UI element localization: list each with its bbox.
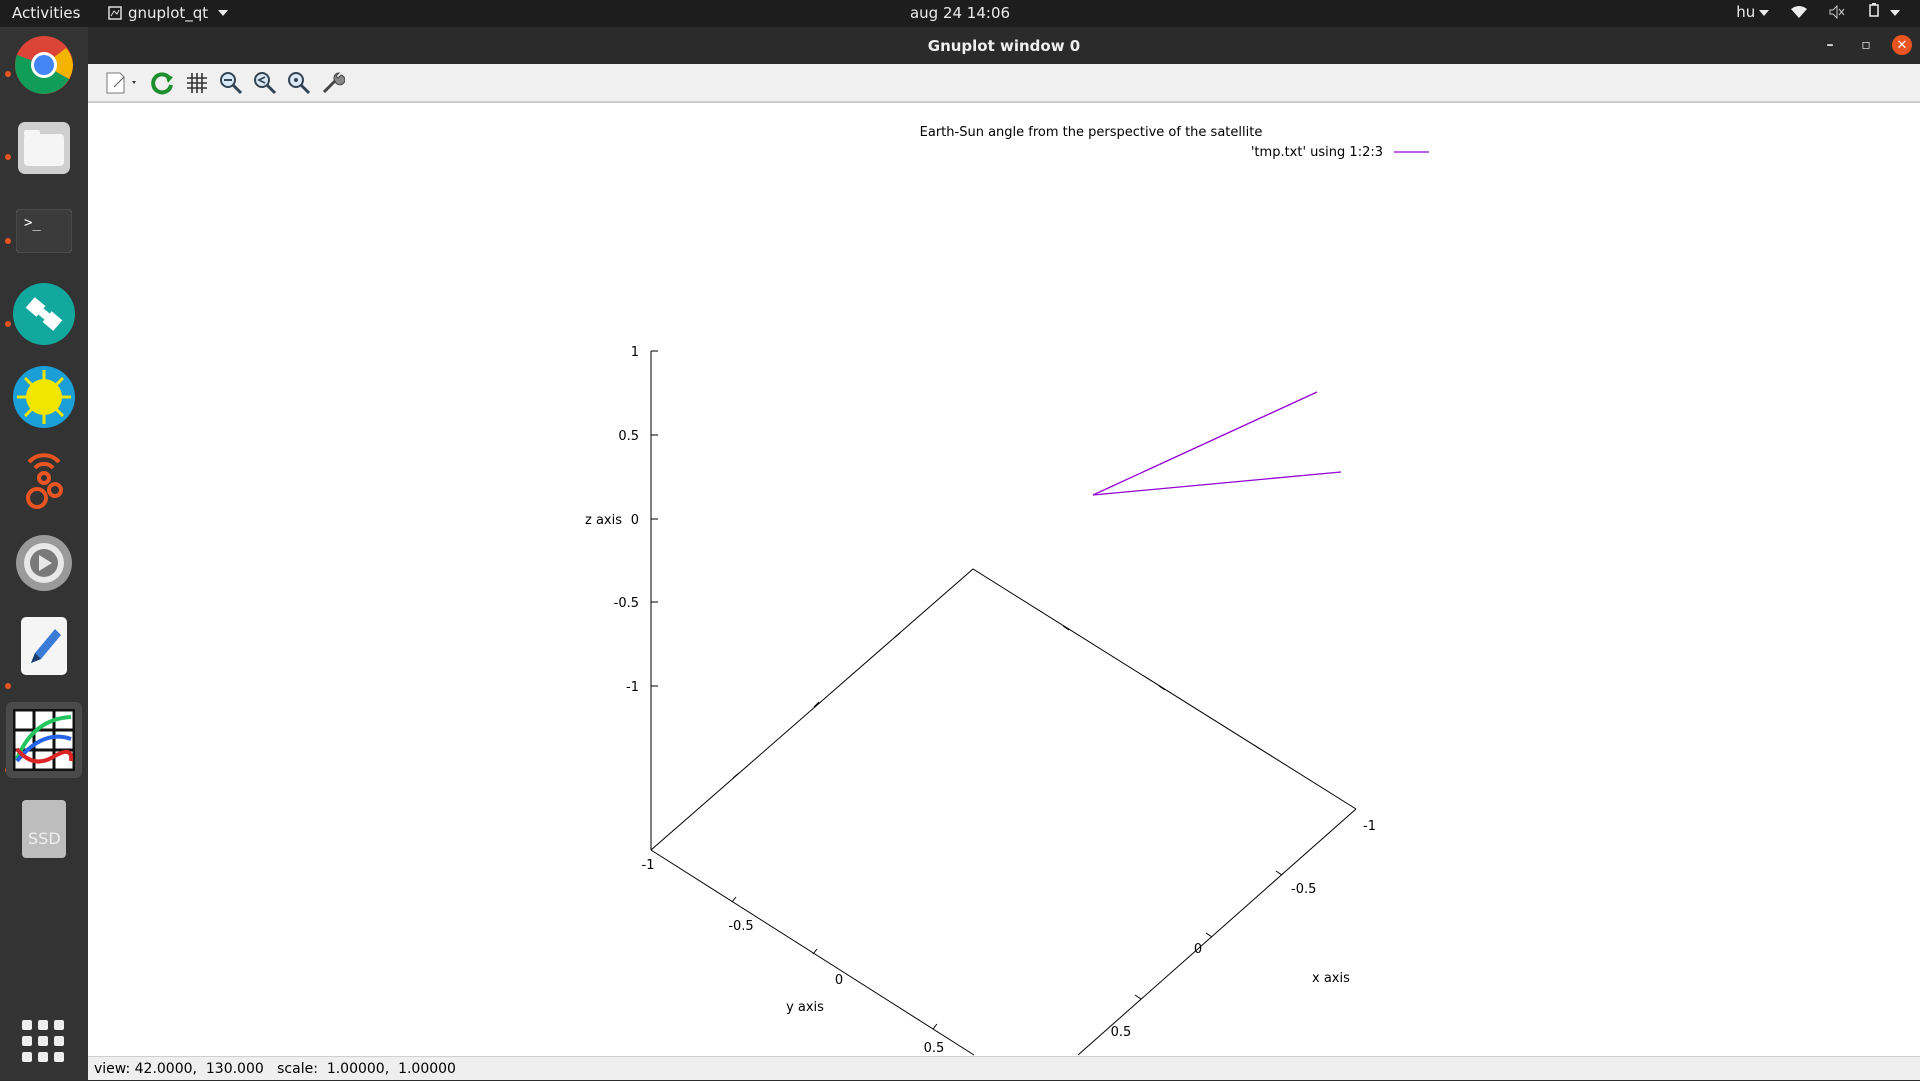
zoom-next-button[interactable] [286, 70, 312, 96]
zoom-next-icon [288, 71, 311, 94]
x-axis-line [1077, 808, 1357, 1056]
running-indicator [5, 683, 11, 689]
top-bar: Activities gnuplot_qt aug 24 14:06 hu [0, 0, 1920, 27]
minimize-button[interactable]: – [1826, 37, 1834, 53]
y-axis-line [650, 849, 975, 1056]
ssd-drive-icon[interactable]: SSD [12, 797, 76, 861]
x-tick-label: -1 [1363, 819, 1376, 834]
zoom-out-button[interactable] [218, 70, 244, 96]
app-menu[interactable]: gnuplot_qt [108, 4, 229, 22]
z-tick-label: -0.5 [614, 596, 639, 611]
plot-svg: Earth-Sun angle from the perspective of … [585, 125, 1429, 1056]
keyboard-layout-indicator[interactable]: hu [1736, 3, 1770, 21]
terminal-icon[interactable]: >_ [12, 199, 76, 263]
running-indicator [5, 71, 11, 77]
maximize-button[interactable]: ▫ [1861, 37, 1871, 53]
z-ticks [651, 350, 658, 687]
chevron-down-icon [1890, 9, 1900, 16]
view-status-text: view: 42.0000, 130.000 scale: 1.00000, 1… [94, 1061, 456, 1077]
settings-wrench-icon [322, 71, 345, 93]
legend-label: 'tmp.txt' using 1:2:3 [1251, 145, 1383, 160]
activities-button[interactable]: Activities [12, 4, 81, 22]
keyboard-layout-label: hu [1736, 3, 1756, 21]
export-button[interactable] [102, 70, 142, 96]
z-tick-label: 0 [631, 513, 639, 528]
settings-button[interactable] [320, 70, 346, 96]
plot-canvas[interactable]: Earth-Sun angle from the perspective of … [88, 102, 1920, 1056]
y-tick-label: 0 [835, 973, 843, 988]
base-plane-ticks [731, 625, 1283, 1030]
text-editor-icon[interactable] [12, 614, 76, 678]
x-tick-label: 0.5 [1111, 1025, 1132, 1040]
x-tick-label: 0 [1194, 942, 1202, 957]
chevron-down-icon [1759, 9, 1770, 16]
chevron-down-icon [218, 10, 229, 16]
system-menu[interactable] [1867, 3, 1900, 21]
grid-button[interactable] [184, 70, 210, 96]
show-applications-button[interactable] [22, 1020, 64, 1062]
dock: >_ SSD [0, 27, 88, 1080]
export-icon [106, 72, 136, 93]
podcast-app-icon[interactable] [12, 448, 76, 512]
window-title: Gnuplot window 0 [927, 37, 1081, 55]
z-tick-label: 1 [631, 345, 639, 360]
app-menu-icon [108, 6, 122, 20]
replot-icon [151, 71, 173, 94]
zoom-prev-icon [254, 71, 277, 94]
z-axis-label: z axis [585, 513, 622, 528]
zoom-prev-button[interactable] [252, 70, 278, 96]
base-plane-back-edges [650, 568, 1357, 851]
clock[interactable]: aug 24 14:06 [909, 4, 1011, 22]
x-axis-label: x axis [1312, 971, 1350, 986]
volume-muted-icon [1829, 5, 1845, 19]
window-titlebar[interactable]: Gnuplot window 0 – ▫ ✕ [88, 27, 1920, 64]
sun-app-icon[interactable] [12, 365, 76, 429]
plot-title: Earth-Sun angle from the perspective of … [920, 125, 1263, 140]
z-tick-label: 0.5 [618, 429, 639, 444]
grid-icon [187, 72, 207, 93]
running-indicator [5, 154, 11, 160]
gnuplot-window: Gnuplot window 0 – ▫ ✕ [88, 27, 1920, 1080]
files-icon[interactable] [12, 116, 76, 180]
settings-app-icon[interactable] [12, 531, 76, 595]
y-axis-label: y axis [786, 1000, 824, 1015]
wifi-icon [1791, 6, 1808, 18]
status-area[interactable]: hu [1736, 3, 1900, 21]
gnuplot-icon[interactable] [6, 702, 82, 778]
toolbar [88, 64, 1920, 102]
ssd-label: SSD [28, 829, 61, 848]
status-bar: view: 42.0000, 130.000 scale: 1.00000, 1… [88, 1056, 1920, 1080]
data-series-line [1092, 391, 1342, 496]
svg-text:>_: >_ [24, 215, 41, 231]
replot-button[interactable] [150, 70, 176, 96]
running-indicator [5, 238, 11, 244]
app-menu-label: gnuplot_qt [128, 4, 209, 22]
z-tick-label: -1 [626, 680, 639, 695]
y-tick-label: -1 [642, 858, 655, 873]
close-button[interactable]: ✕ [1892, 35, 1912, 55]
y-tick-label: -0.5 [728, 919, 753, 934]
zoom-out-icon [220, 71, 243, 94]
battery-icon [1869, 3, 1879, 17]
x-tick-label: -0.5 [1291, 882, 1316, 897]
chrome-icon[interactable] [12, 33, 76, 97]
y-tick-label: 0.5 [924, 1041, 945, 1056]
satellite-app-icon[interactable] [12, 282, 76, 346]
running-indicator [5, 321, 11, 327]
